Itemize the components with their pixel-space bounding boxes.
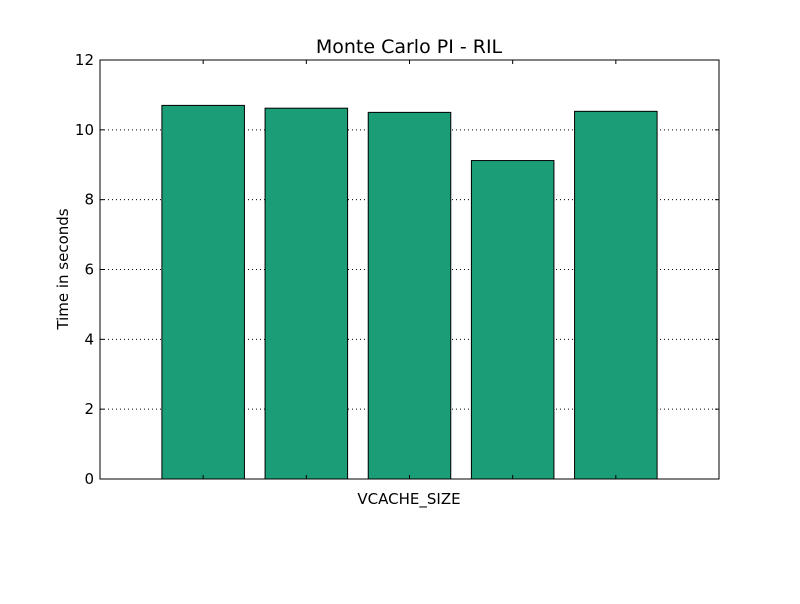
bar — [574, 110, 658, 480]
bar — [367, 111, 452, 480]
bar — [470, 160, 555, 480]
x-axis-label: VCACHE_SIZE — [357, 490, 460, 509]
chart-title: Monte Carlo PI - RIL — [316, 36, 503, 58]
y-tick-label: 12 — [75, 51, 94, 69]
ticks-layer: 0 2 4 6 8 10 12 — [75, 51, 719, 488]
y-axis-label: Time in seconds — [54, 208, 72, 330]
y-tick-label: 4 — [84, 330, 94, 348]
bars-layer — [161, 104, 658, 480]
y-tick-label: 2 — [84, 400, 94, 418]
bar — [161, 104, 245, 480]
y-tick-label: 6 — [84, 261, 94, 279]
y-tick-label: 8 — [84, 191, 94, 209]
y-tick-label: 10 — [75, 121, 94, 139]
bar — [264, 107, 349, 480]
y-tick-label: 0 — [84, 470, 94, 488]
